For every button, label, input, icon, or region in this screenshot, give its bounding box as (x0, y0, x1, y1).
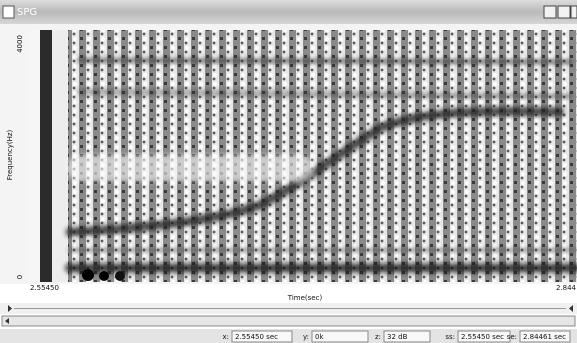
close-button[interactable] (570, 5, 577, 19)
maximize-button[interactable] (557, 5, 571, 19)
status-label: z: (375, 333, 381, 341)
status-field-box (383, 330, 431, 343)
y-axis-label: Frequency(Hz) (6, 129, 14, 180)
status-value: 32 dB (387, 333, 408, 341)
ruler-right-arrow[interactable] (8, 305, 12, 312)
status-label: y: (303, 333, 309, 341)
x-end-label: 2.844 (556, 284, 577, 292)
status-value: 2.55450 sec (235, 333, 278, 341)
status-label: ss: (445, 333, 455, 341)
status-field-box (519, 330, 571, 343)
horizontal-scrollbar[interactable] (1, 315, 576, 327)
status-field-box (231, 330, 293, 343)
spectrogram-image (28, 30, 577, 282)
window-title: SPG (17, 7, 37, 18)
status-label: x: (222, 333, 229, 341)
x-axis-label: Time(sec) (287, 294, 323, 302)
y-tick-label: 4000 (16, 35, 24, 53)
x-start-label: 2.55450 (30, 284, 59, 292)
minimize-button[interactable] (543, 5, 557, 19)
status-value: 2.84461 sec (523, 333, 566, 341)
y-tick-label: 0 (16, 275, 24, 279)
title-bar (0, 0, 577, 24)
status-value: 0k (315, 333, 324, 341)
status-field-box (457, 330, 511, 343)
ruler-left-arrow[interactable] (569, 305, 573, 312)
status-fields: x: 2.55450 sec y: 0k z: 32 dB ss: 2.55450 sec se… (222, 330, 571, 343)
status-field-box (311, 330, 369, 343)
scroll-left-button[interactable] (5, 318, 9, 324)
status-label: se: (507, 333, 517, 341)
window-icon (2, 5, 15, 19)
status-value: 2.55450 sec (461, 333, 504, 341)
